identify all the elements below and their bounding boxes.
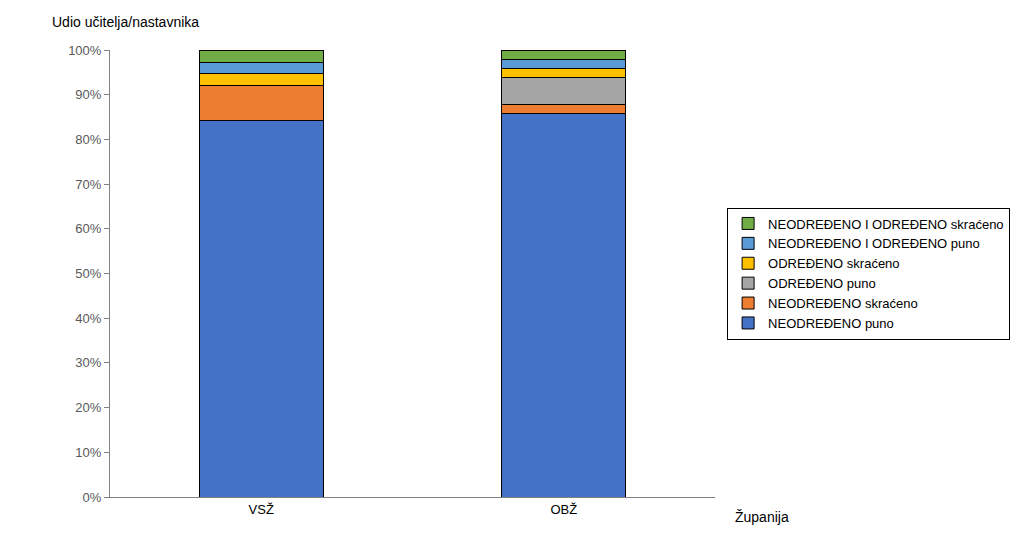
svg-text:10%: 10% (75, 445, 101, 460)
svg-text:60%: 60% (75, 221, 101, 236)
svg-text:NEODREĐENO skraćeno: NEODREĐENO skraćeno (768, 296, 918, 311)
svg-text:OBŽ: OBŽ (550, 502, 577, 517)
svg-text:30%: 30% (75, 355, 101, 370)
svg-text:20%: 20% (75, 400, 101, 415)
svg-text:NEODREĐENO I ODREĐENO skraćeno: NEODREĐENO I ODREĐENO skraćeno (768, 217, 1004, 232)
svg-text:ODREĐENO skraćeno: ODREĐENO skraćeno (768, 256, 899, 271)
svg-text:100%: 100% (68, 43, 102, 58)
svg-text:Županija: Županija (735, 509, 789, 525)
svg-text:40%: 40% (75, 311, 101, 326)
svg-text:VSŽ: VSŽ (249, 502, 274, 517)
svg-text:NEODREĐENO puno: NEODREĐENO puno (768, 316, 894, 331)
svg-text:70%: 70% (75, 177, 101, 192)
svg-text:0%: 0% (83, 490, 102, 505)
svg-text:80%: 80% (75, 132, 101, 147)
svg-text:ODREĐENO puno: ODREĐENO puno (768, 276, 876, 291)
svg-text:50%: 50% (75, 266, 101, 281)
svg-text:90%: 90% (75, 87, 101, 102)
svg-text:Udio učitelja/nastavnika: Udio učitelja/nastavnika (52, 14, 199, 30)
svg-text:NEODREĐENO I ODREĐENO puno: NEODREĐENO I ODREĐENO puno (768, 236, 980, 251)
